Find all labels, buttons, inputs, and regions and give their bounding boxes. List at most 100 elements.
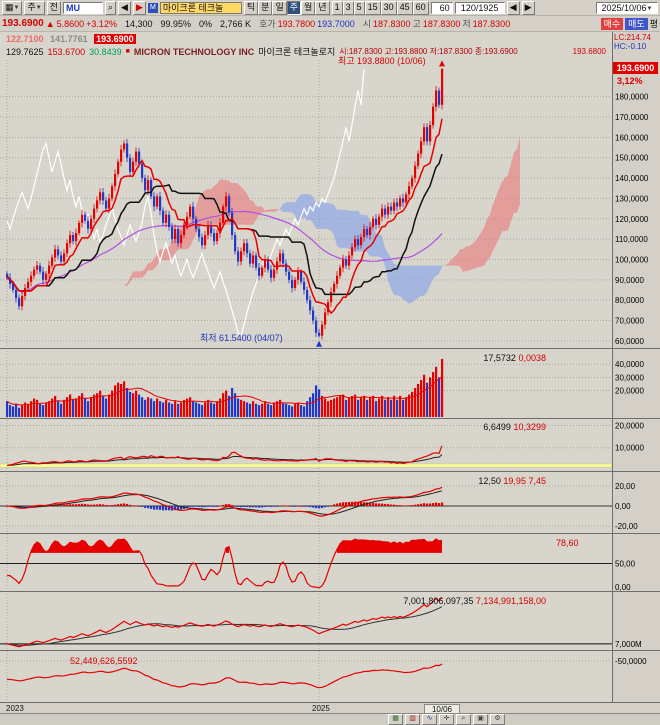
- arrow-right-icon: ▶: [135, 1, 143, 12]
- page-left-button[interactable]: ◀: [506, 0, 520, 15]
- y-tick-label: 150,0000: [615, 154, 649, 163]
- axis-price-tag: 193.6900: [613, 62, 658, 74]
- date-picker[interactable]: 2025/10/06▼: [596, 1, 658, 14]
- ohlc-readout: 시:187.8300 고:193.8800 저:187.8300 종:193.6…: [339, 47, 518, 56]
- chart-menu-button[interactable]: ▦▼: [2, 0, 23, 15]
- bottom-icon-bar: ▦ ▥ ∿ ✛ ⌕ ▣ ⚙: [388, 714, 505, 725]
- arrow-left-icon: ◀: [509, 1, 517, 12]
- y-tick-label: 140,0000: [615, 174, 649, 183]
- symbol-input[interactable]: MU: [62, 1, 103, 14]
- bullet-icon: ■: [125, 48, 130, 55]
- period-tab-틱[interactable]: 틱: [243, 0, 259, 15]
- ask-price: 193.7800: [277, 18, 316, 29]
- obv-panel-label: 7,001,806,097,35 7,134,991,158,00: [260, 596, 546, 606]
- y-tick-label: 30,0000: [615, 373, 644, 382]
- stoch-value-label: 78,60: [556, 538, 579, 548]
- indicator-value-3: 30.8439: [89, 46, 122, 57]
- amount-value: 2,766 K: [220, 18, 252, 29]
- sell-button[interactable]: 매도: [625, 17, 648, 30]
- y-tick-label: 120,0000: [615, 215, 649, 224]
- price-change-pct: +3.12%: [86, 18, 117, 29]
- period-tab-분[interactable]: 분: [258, 0, 273, 15]
- y-tick-label: 20,0000: [615, 387, 644, 396]
- arrow-left-icon: ◀: [121, 1, 128, 12]
- nav-right-button[interactable]: ▶: [132, 0, 146, 15]
- period-tab-일[interactable]: 일: [272, 0, 287, 15]
- bottom-status-strip: ▦ ▥ ∿ ✛ ⌕ ▣ ⚙: [0, 713, 660, 725]
- candle-icon[interactable]: ▥: [405, 714, 420, 725]
- grid-icon: ▦: [5, 1, 14, 12]
- interval-button-15[interactable]: 15: [364, 0, 381, 15]
- obv-prev-value: 7,001,806,097,35: [403, 596, 474, 606]
- bar-counter: 120/1925: [454, 1, 505, 14]
- x-label-2023: 2023: [6, 704, 24, 713]
- period-combo[interactable]: 주▼: [24, 0, 45, 15]
- period-tab-월[interactable]: 월: [301, 0, 316, 15]
- y-tick-label: 60,0000: [615, 337, 644, 346]
- date-value: 2025/10/06: [601, 2, 647, 13]
- volume-panel-label: 17,5732 0,0038: [300, 353, 546, 363]
- hc-readout: HC:-0.10: [614, 42, 647, 51]
- buy-button[interactable]: 매수: [600, 17, 624, 30]
- quote-strip: 193.6900 ▲ 5.8600 +3.12% 14,300 99.95% 0…: [0, 16, 660, 32]
- page-right-button[interactable]: ▶: [521, 0, 535, 15]
- period-tab-년[interactable]: 년: [315, 0, 330, 15]
- x-label-2025: 2025: [312, 704, 330, 713]
- chart-title-line: 129.7625 153.6700 30.8439 ■ MICRON TECHN…: [6, 45, 606, 58]
- y-tick-label: -50,0000: [615, 657, 647, 666]
- macd-osc-value: 12,50: [478, 476, 501, 486]
- y-tick-label: 20,0000: [615, 422, 644, 431]
- price-change: 5.8600: [56, 18, 85, 29]
- avg-label: 평: [649, 19, 658, 29]
- period-tab-주[interactable]: 주: [286, 0, 301, 15]
- interval-button-45[interactable]: 45: [396, 0, 413, 15]
- interval-button-3[interactable]: 3: [342, 0, 354, 15]
- low-price: 187.8300: [472, 18, 511, 29]
- interval-button-1[interactable]: 1: [331, 0, 343, 15]
- search-button[interactable]: ⌕: [104, 0, 117, 15]
- line-chart-icon[interactable]: ∿: [422, 714, 437, 725]
- interval-button-group: 1 3 5 15 30 45 60: [331, 0, 429, 15]
- ma1-value: 122.7100: [6, 34, 44, 44]
- stock-name-box[interactable]: 마이크론 테크놀: [159, 1, 242, 14]
- last-price: 193.6900: [2, 18, 44, 29]
- momentum-panel-label: 52,449,626,5592: [70, 656, 138, 666]
- axis-pct-tag: 3,12%: [617, 76, 643, 86]
- chevron-down-icon: ▼: [35, 4, 42, 11]
- macd-value: 19,95: [503, 476, 526, 486]
- interval-button-60[interactable]: 60: [412, 0, 429, 15]
- volume-aux: 0,0038: [518, 353, 546, 363]
- y-tick-label: 130,0000: [615, 194, 649, 203]
- chevron-down-icon: ▼: [13, 4, 20, 11]
- indicator-value-2: 153.6700: [47, 46, 86, 57]
- y-tick-label: -20,00: [615, 522, 638, 531]
- save-icon[interactable]: ▣: [473, 714, 488, 725]
- grid-icon[interactable]: ▦: [388, 714, 403, 725]
- high-price: 187.8300: [422, 18, 461, 29]
- y-tick-label: 40,0000: [615, 360, 644, 369]
- nav-left-button[interactable]: ◀: [118, 0, 131, 15]
- y-tick-label: 90,0000: [615, 276, 644, 285]
- volatility-panel-label: 6,6499 10,3299: [300, 422, 546, 432]
- crosshair-icon[interactable]: ✛: [439, 714, 454, 725]
- period-combo-value: 주: [27, 1, 36, 12]
- settings-icon[interactable]: ⚙: [490, 714, 505, 725]
- last-price-echo: 193.6800: [572, 47, 606, 56]
- lc-readout: LC:214.74: [614, 33, 651, 42]
- p2-fast-value: 10,3299: [513, 422, 546, 432]
- y-tick-label: 110,0000: [615, 235, 648, 244]
- prev-stock-button[interactable]: 전: [46, 0, 61, 15]
- zoom-icon[interactable]: ⌕: [456, 714, 471, 725]
- interval-button-30[interactable]: 30: [380, 0, 397, 15]
- y-tick-label: 160,0000: [615, 133, 649, 142]
- y-tick-label: 7,000M: [615, 640, 642, 649]
- open-price: 187.8300: [373, 18, 411, 29]
- macd-signal-value: 7,45: [528, 476, 546, 486]
- interval-button-5[interactable]: 5: [353, 0, 365, 15]
- interval-input[interactable]: 60: [430, 1, 453, 14]
- stock-type-icon: M: [147, 2, 158, 13]
- lowest-price-annotation: 최저 61.5400 (04/07): [200, 333, 283, 343]
- p2-slow-value: 6,6499: [483, 422, 511, 432]
